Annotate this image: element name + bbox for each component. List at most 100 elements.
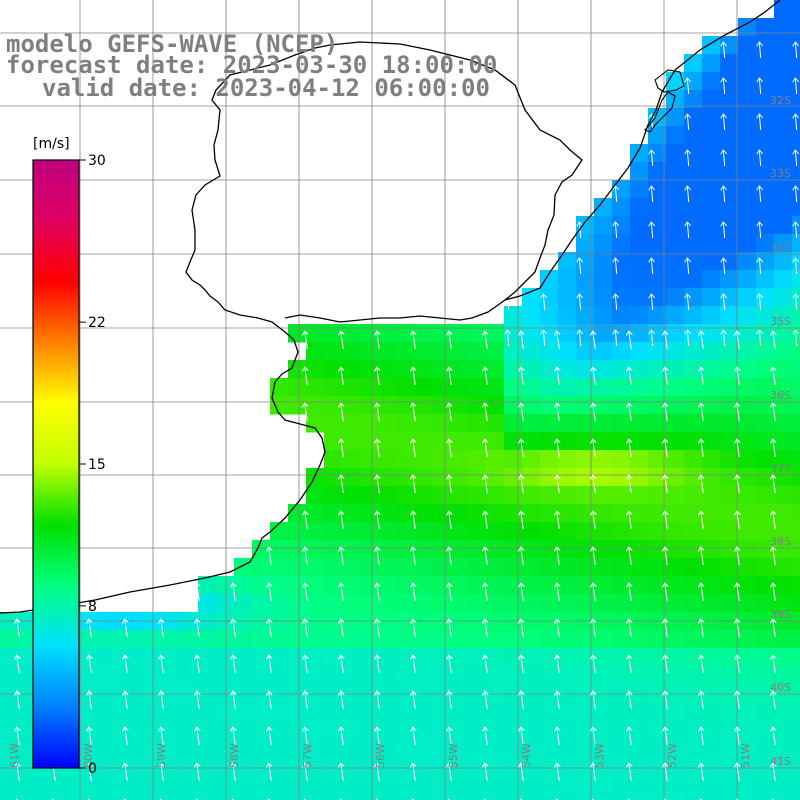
wind-cell: [648, 756, 667, 775]
wind-cell: [486, 360, 505, 379]
wind-cell: [324, 378, 343, 397]
wind-arrow: [625, 366, 633, 385]
wind-cell: [522, 576, 541, 595]
wind-cell: [702, 792, 721, 800]
wind-cell: [684, 378, 703, 397]
wind-cell: [342, 702, 361, 721]
wind-cell: [414, 342, 433, 361]
wind-cell: [450, 468, 469, 487]
wind-cell: [756, 504, 775, 523]
wind-cell: [612, 396, 631, 415]
wind-cell: [792, 630, 800, 649]
wind-cell: [72, 774, 91, 793]
wind-cell: [594, 486, 613, 505]
wind-cell: [594, 216, 613, 235]
wind-cell: [306, 720, 325, 739]
wind-cell: [666, 630, 685, 649]
wind-arrow: [373, 654, 381, 673]
wind-cell: [432, 540, 451, 559]
wind-arrow: [481, 546, 489, 565]
wind-arrow: [792, 113, 800, 131]
wind-cell: [558, 522, 577, 541]
wind-cell: [324, 666, 343, 685]
wind-cell: [180, 774, 199, 793]
wind-cell: [90, 720, 109, 739]
wind-cell: [288, 576, 307, 595]
wind-cell: [558, 630, 577, 649]
wind-cell: [288, 702, 307, 721]
wind-cell: [288, 558, 307, 577]
wind-arrow: [373, 330, 381, 349]
wind-cell: [720, 306, 739, 325]
wind-arrow: [301, 654, 309, 673]
wind-cell: [792, 18, 800, 37]
wind-cell: [738, 504, 757, 523]
wind-cell: [396, 450, 415, 469]
wind-cell: [720, 180, 739, 199]
wind-cell: [306, 360, 325, 379]
wind-arrow: [612, 257, 620, 275]
wind-cell: [216, 738, 235, 757]
wind-cell: [378, 378, 397, 397]
wind-arrow: [625, 690, 633, 709]
wind-arrow: [517, 690, 525, 709]
wind-cell: [162, 684, 181, 703]
wind-cell: [414, 468, 433, 487]
wind-cell: [324, 432, 343, 451]
wind-cell: [576, 414, 595, 433]
wind-cell: [684, 702, 703, 721]
wind-arrow: [697, 618, 705, 637]
wind-cell: [162, 702, 181, 721]
wind-cell: [90, 702, 109, 721]
wind-cell: [720, 486, 739, 505]
wind-arrow: [733, 438, 741, 457]
wind-cell: [522, 324, 541, 343]
wind-cell: [324, 738, 343, 757]
wind-arrow: [373, 402, 381, 421]
wind-cell: [594, 576, 613, 595]
wind-cell: [342, 468, 361, 487]
wind-cell: [522, 450, 541, 469]
wind-arrow: [733, 762, 741, 781]
wind-cell: [594, 324, 613, 343]
wind-cell: [360, 756, 379, 775]
wind-cell: [684, 342, 703, 361]
wind-cell: [18, 684, 37, 703]
wind-cell: [450, 540, 469, 559]
wind-cell: [396, 666, 415, 685]
wind-arrow: [625, 798, 633, 800]
wind-cell: [594, 288, 613, 307]
wind-cell: [594, 252, 613, 271]
wind-cell: [360, 774, 379, 793]
wind-cell: [576, 558, 595, 577]
wind-arrow: [85, 726, 93, 745]
wind-cell: [720, 414, 739, 433]
wind-cell: [108, 630, 127, 649]
wind-cell: [414, 486, 433, 505]
wind-cell: [702, 504, 721, 523]
wind-cell: [234, 774, 253, 793]
wind-cell: [324, 414, 343, 433]
wind-cell: [684, 144, 703, 163]
wind-cell: [792, 414, 800, 433]
wind-arrow: [409, 690, 417, 709]
wind-cell: [630, 756, 649, 775]
wind-cell: [720, 270, 739, 289]
wind-cell: [126, 702, 145, 721]
wind-cell: [648, 558, 667, 577]
wind-cell: [756, 108, 775, 127]
wind-cell: [612, 558, 631, 577]
wind-cell: [792, 522, 800, 541]
wind-cell: [522, 378, 541, 397]
wind-cell: [720, 720, 739, 739]
wind-cell: [432, 342, 451, 361]
wind-cell: [576, 522, 595, 541]
wind-cell: [702, 684, 721, 703]
wind-cell: [774, 396, 793, 415]
wind-cell: [414, 360, 433, 379]
wind-arrow: [193, 690, 201, 709]
wind-arrow: [157, 726, 165, 745]
wind-cell: [432, 576, 451, 595]
wind-cell: [270, 666, 289, 685]
